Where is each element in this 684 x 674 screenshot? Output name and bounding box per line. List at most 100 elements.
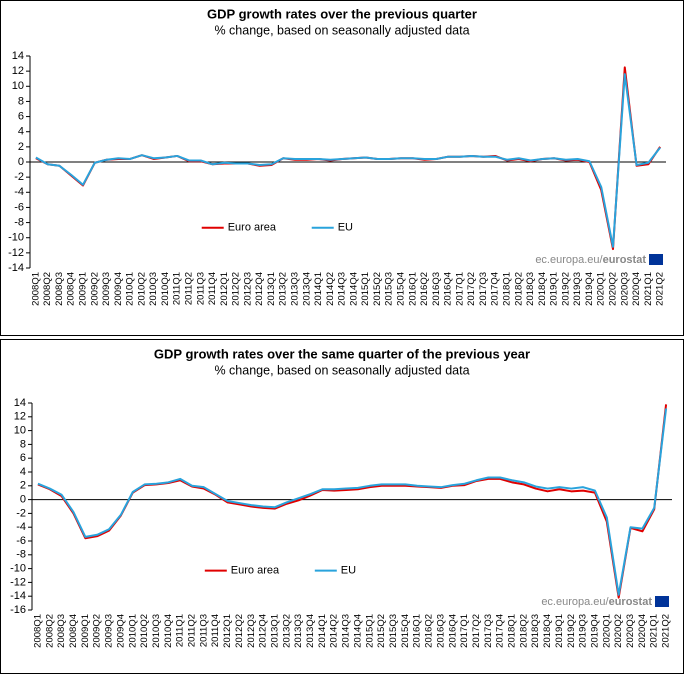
x-tick-label: 2019Q4 xyxy=(589,614,600,648)
x-tick-label: 2008Q4 xyxy=(68,614,79,648)
x-tick-label: 2014Q1 xyxy=(313,272,324,306)
x-tick-label: 2019Q1 xyxy=(554,614,565,648)
x-tick-label: 2018Q1 xyxy=(502,272,513,306)
y-tick-label: 6 xyxy=(18,110,24,122)
x-tick-label: 2013Q3 xyxy=(290,272,301,306)
y-tick-label: 8 xyxy=(20,438,26,450)
x-tick-label: 2009Q1 xyxy=(80,614,91,648)
x-tick-label: 2013Q4 xyxy=(305,614,316,648)
x-tick-label: 2010Q4 xyxy=(160,272,171,306)
x-tick-label: 2012Q1 xyxy=(222,614,233,648)
x-tick-label: 2018Q4 xyxy=(542,614,553,648)
x-tick-label: 2009Q4 xyxy=(115,614,126,648)
y-tick-label: 0 xyxy=(20,494,26,506)
y-tick-label: 8 xyxy=(18,95,24,107)
y-tick-label: -2 xyxy=(14,171,24,183)
x-tick-label: 2013Q1 xyxy=(266,272,277,306)
x-tick-label: 2017Q3 xyxy=(478,272,489,306)
x-tick-label: 2015Q1 xyxy=(360,272,371,306)
x-tick-label: 2011Q1 xyxy=(175,614,186,647)
x-tick-label: 2016Q3 xyxy=(431,272,442,306)
y-tick-label: 14 xyxy=(12,50,24,62)
source-part: eurostat xyxy=(609,596,653,608)
x-tick-label: 2021Q2 xyxy=(655,272,666,306)
x-tick-label: 2020Q1 xyxy=(601,614,612,648)
y-tick-label: -6 xyxy=(16,535,26,547)
x-tick-label: 2018Q3 xyxy=(525,272,536,306)
x-tick-label: 2014Q2 xyxy=(325,272,336,306)
x-tick-label: 2009Q4 xyxy=(113,272,124,306)
y-tick-label: -14 xyxy=(8,262,24,274)
chart-title: GDP growth rates over the previous quart… xyxy=(207,6,477,21)
x-tick-label: 2011Q1 xyxy=(172,272,183,305)
chart-title: GDP growth rates over the same quarter o… xyxy=(154,346,530,361)
x-tick-label: 2018Q1 xyxy=(507,614,518,648)
x-tick-label: 2015Q2 xyxy=(376,614,387,648)
x-tick-label: 2015Q4 xyxy=(396,272,407,306)
x-tick-label: 2013Q1 xyxy=(269,614,280,648)
y-tick-label: -16 xyxy=(10,604,26,616)
y-tick-label: -8 xyxy=(14,216,24,228)
x-tick-label: 2019Q4 xyxy=(584,272,595,306)
x-tick-label: 2018Q2 xyxy=(513,272,524,306)
x-tick-label: 2014Q3 xyxy=(341,614,352,648)
x-tick-label: 2010Q2 xyxy=(136,272,147,306)
data-line xyxy=(35,73,661,248)
x-tick-label: 2008Q3 xyxy=(56,614,67,648)
x-tick-label: 2020Q4 xyxy=(637,614,648,648)
y-tick-label: 2 xyxy=(18,141,24,153)
x-tick-label: 2012Q2 xyxy=(234,614,245,648)
x-tick-label: 2015Q1 xyxy=(364,614,375,648)
x-tick-label: 2019Q2 xyxy=(566,614,577,648)
x-tick-label: 2010Q2 xyxy=(139,614,150,648)
x-tick-label: 2009Q3 xyxy=(104,614,115,648)
chart-subtitle: % change, based on seasonally adjusted d… xyxy=(214,363,469,377)
x-tick-label: 2015Q3 xyxy=(384,272,395,306)
legend-label: EU xyxy=(338,222,353,234)
x-tick-label: 2012Q2 xyxy=(231,272,242,306)
x-tick-label: 2015Q2 xyxy=(372,272,383,306)
x-tick-label: 2010Q4 xyxy=(163,614,174,648)
source: ec.europa.eu/eurostat xyxy=(541,596,652,608)
x-tick-label: 2016Q1 xyxy=(412,614,423,648)
x-tick-label: 2020Q3 xyxy=(619,272,630,306)
data-line xyxy=(37,408,668,596)
x-tick-label: 2016Q2 xyxy=(424,614,435,648)
x-tick-label: 2016Q4 xyxy=(443,272,454,306)
x-tick-label: 2020Q2 xyxy=(613,614,624,648)
x-tick-label: 2019Q3 xyxy=(572,272,583,306)
x-tick-label: 2016Q1 xyxy=(407,272,418,306)
y-tick-label: 12 xyxy=(14,411,26,423)
y-tick-label: 4 xyxy=(20,466,26,478)
y-tick-label: -2 xyxy=(16,507,26,519)
legend-label: Euro area xyxy=(231,565,280,577)
x-tick-label: 2014Q3 xyxy=(337,272,348,306)
x-tick-label: 2017Q4 xyxy=(490,272,501,306)
x-tick-label: 2020Q3 xyxy=(625,614,636,648)
x-tick-label: 2012Q4 xyxy=(254,272,265,306)
x-tick-label: 2008Q3 xyxy=(54,272,65,306)
x-tick-label: 2021Q2 xyxy=(661,614,672,648)
x-tick-label: 2013Q2 xyxy=(278,272,289,306)
x-tick-label: 2010Q3 xyxy=(148,272,159,306)
y-tick-label: -4 xyxy=(14,186,24,198)
x-tick-label: 2009Q3 xyxy=(101,272,112,306)
x-tick-label: 2017Q1 xyxy=(459,614,470,648)
x-tick-label: 2011Q2 xyxy=(184,272,195,305)
x-tick-label: 2014Q1 xyxy=(317,614,328,648)
legend-label: EU xyxy=(341,565,356,577)
y-tick-label: -12 xyxy=(10,576,26,588)
x-tick-label: 2021Q1 xyxy=(649,614,660,648)
chart-subtitle: % change, based on seasonally adjusted d… xyxy=(214,23,469,37)
x-tick-label: 2017Q2 xyxy=(471,614,482,648)
x-tick-label: 2008Q4 xyxy=(66,272,77,306)
x-tick-label: 2018Q2 xyxy=(518,614,529,648)
x-tick-label: 2018Q4 xyxy=(537,272,548,306)
x-tick-label: 2019Q2 xyxy=(560,272,571,306)
x-tick-label: 2016Q3 xyxy=(435,614,446,648)
x-tick-label: 2008Q2 xyxy=(42,272,53,306)
x-tick-label: 2014Q2 xyxy=(329,614,340,648)
x-tick-label: 2017Q2 xyxy=(466,272,477,306)
y-tick-label: -10 xyxy=(10,563,26,575)
